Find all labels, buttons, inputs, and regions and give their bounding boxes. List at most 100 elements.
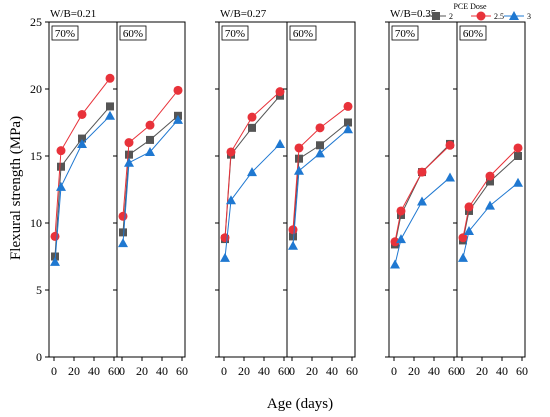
x-tick-label: 60 xyxy=(516,364,528,378)
legend-label: 3 xyxy=(527,12,531,21)
panel-label-frame xyxy=(221,25,249,41)
x-tick-label: 40 xyxy=(428,364,440,378)
x-tick-label: 0 xyxy=(51,364,57,378)
data-point xyxy=(77,138,87,148)
data-point xyxy=(220,233,230,243)
series-line xyxy=(54,115,111,262)
x-tick-label: 0 xyxy=(459,364,465,378)
data-point xyxy=(124,138,134,148)
series-line xyxy=(292,122,349,237)
data-point xyxy=(57,162,65,171)
data-point xyxy=(343,101,353,111)
legend-marker xyxy=(476,11,486,21)
x-tick-label: 40 xyxy=(88,364,100,378)
y-tick-label: 5 xyxy=(36,283,42,297)
panel-label-frame xyxy=(119,25,147,41)
data-point xyxy=(458,252,468,262)
series-2 xyxy=(289,118,352,241)
x-tick-label: 60 xyxy=(448,364,460,378)
legend-marker xyxy=(432,12,440,20)
series-line xyxy=(394,144,451,242)
data-point xyxy=(464,226,474,236)
x-tick-label: 40 xyxy=(258,364,270,378)
data-point xyxy=(275,87,285,97)
series-line xyxy=(462,147,519,238)
data-point xyxy=(119,228,127,237)
data-point xyxy=(220,252,230,262)
y-axis-title: Flexural strength (MPa) xyxy=(8,116,24,260)
x-tick-label: 60 xyxy=(346,364,358,378)
legend-entry: 2.5 xyxy=(471,11,504,21)
data-point xyxy=(248,123,256,132)
data-point xyxy=(173,114,183,124)
data-point xyxy=(124,157,134,167)
data-point xyxy=(50,231,60,241)
x-tick-label: 40 xyxy=(326,364,338,378)
data-point xyxy=(417,167,427,177)
panel-frame xyxy=(388,21,458,358)
series-3 xyxy=(288,124,353,250)
legend-title: PCE Dose xyxy=(453,2,487,11)
x-tick-label: 20 xyxy=(136,364,148,378)
series-2-5 xyxy=(50,73,115,241)
series-2-5 xyxy=(288,101,353,235)
data-point xyxy=(288,240,298,250)
data-point xyxy=(513,143,523,153)
legend-entry: 2 xyxy=(426,12,453,21)
y-tick-label: 10 xyxy=(30,216,42,230)
data-point xyxy=(390,237,400,247)
group-label: W/B=0.35 xyxy=(390,8,437,20)
x-tick-label: 40 xyxy=(156,364,168,378)
panel-label: 60% xyxy=(293,28,313,40)
x-tick-label: 20 xyxy=(306,364,318,378)
data-point xyxy=(145,120,155,130)
series-line xyxy=(122,119,179,244)
panel-frame xyxy=(456,21,526,358)
group-label: W/B=0.27 xyxy=(220,8,267,20)
y-tick-label: 25 xyxy=(30,15,42,29)
panel-label-box: 60% xyxy=(289,25,317,41)
data-point xyxy=(56,181,66,191)
panel-label: 60% xyxy=(123,28,143,40)
data-point xyxy=(396,234,406,244)
panel-label-box: 70% xyxy=(221,25,249,41)
x-tick-label: 20 xyxy=(408,364,420,378)
panel-label-frame xyxy=(459,25,487,41)
data-point xyxy=(50,256,60,266)
x-tick-label: 20 xyxy=(68,364,80,378)
series-2 xyxy=(51,102,114,261)
data-point xyxy=(295,154,303,163)
data-point xyxy=(344,118,352,127)
y-tick-label: 0 xyxy=(36,350,42,364)
panel-2-1: 70% 0 20 40 60 xyxy=(215,21,290,378)
data-point xyxy=(56,146,66,156)
data-point xyxy=(315,148,325,158)
data-point xyxy=(118,238,128,248)
legend-entry: 3 xyxy=(504,11,531,21)
data-point xyxy=(289,232,297,241)
data-point xyxy=(464,202,474,212)
panel-label-box: 60% xyxy=(119,25,147,41)
data-point xyxy=(316,141,324,150)
x-tick-label: 0 xyxy=(119,364,125,378)
data-point xyxy=(77,109,87,119)
x-tick-label: 0 xyxy=(391,364,397,378)
series-line xyxy=(122,115,179,233)
data-point xyxy=(445,172,455,182)
panel-frame xyxy=(286,21,356,358)
legend-marker xyxy=(509,11,519,20)
panel-3-1: 70% 0 20 40 60 xyxy=(385,21,460,378)
data-point xyxy=(294,143,304,153)
x-tick-label: 60 xyxy=(278,364,290,378)
data-point xyxy=(485,171,495,181)
series-line xyxy=(394,177,451,265)
x-tick-label: 60 xyxy=(108,364,120,378)
x-tick-label: 60 xyxy=(176,364,188,378)
data-point xyxy=(294,165,304,175)
data-point xyxy=(146,135,154,144)
legend-label: 2.5 xyxy=(494,12,504,21)
series-line xyxy=(462,182,519,258)
series-3 xyxy=(390,172,455,269)
data-point xyxy=(226,147,236,157)
